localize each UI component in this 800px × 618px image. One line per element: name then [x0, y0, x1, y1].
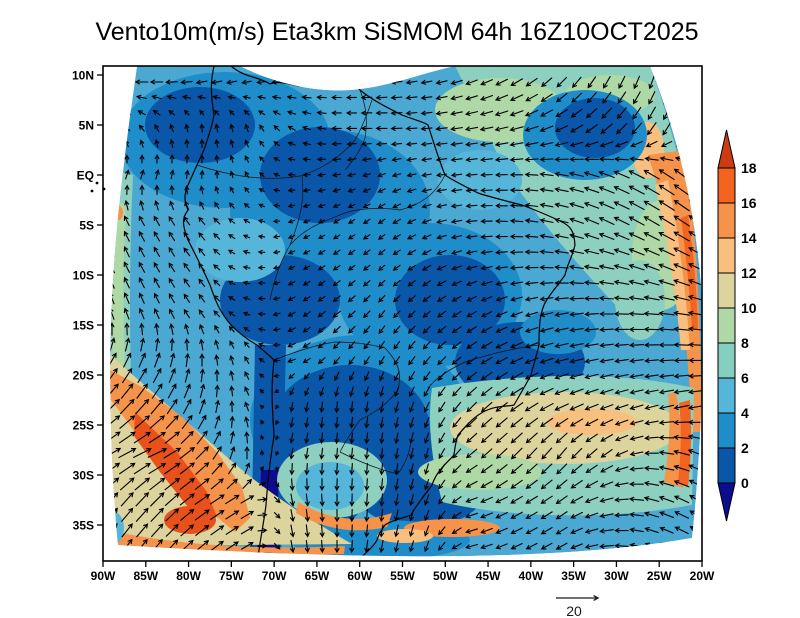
field-patch [134, 412, 217, 517]
country-border [273, 341, 400, 453]
field-patch [655, 180, 690, 350]
field-patch [395, 255, 505, 345]
colorbar-tick-label: 0 [741, 475, 749, 491]
x-tick-label: 65W [305, 569, 330, 583]
field-patch [296, 462, 364, 510]
x-tick-label: 60W [347, 569, 372, 583]
x-tick-label: 35W [561, 569, 586, 583]
colorbar-segment [717, 202, 736, 239]
colorbar-tick-label: 16 [741, 195, 757, 211]
colorbar-tick-label: 8 [741, 335, 749, 351]
colorbar-segment [717, 307, 736, 344]
y-tick-label: 10S [73, 269, 94, 283]
field-patch [377, 529, 433, 543]
y-tick-label: 35S [73, 519, 94, 533]
country-border [339, 439, 412, 475]
x-tick-label: 20W [690, 569, 715, 583]
country-border [196, 99, 373, 179]
x-tick-label: 85W [133, 569, 158, 583]
colorbar-segment [717, 237, 736, 274]
field-patch [418, 454, 542, 490]
y-tick-label: 20S [73, 369, 94, 383]
colorbar-tick-label: 4 [741, 405, 749, 421]
colorbar-over-arrow [717, 129, 736, 169]
x-tick-label: 90W [91, 569, 116, 583]
wind-speed-shaded-field [110, 66, 703, 557]
y-tick-label: 10N [72, 69, 94, 83]
y-tick-label: 30S [73, 469, 94, 483]
colorbar-segment [717, 447, 736, 484]
field-patch [615, 260, 665, 340]
reference-vector-arrow-icon [556, 595, 600, 601]
x-tick-label: 70W [262, 569, 287, 583]
colorbar-segment [717, 342, 736, 379]
colorbar-tick-label: 6 [741, 370, 749, 386]
coastlines-and-borders [182, 66, 576, 557]
field-patch [110, 370, 250, 532]
colorbar-tick-label: 14 [741, 230, 757, 246]
longitude-axis: 90W 85W 80W 75W 70W 65W 60W 55W 50W 45W 40W 35W 30W 2… [91, 561, 715, 583]
x-tick-label: 45W [476, 569, 501, 583]
colorbar-tick-label: 10 [741, 300, 757, 316]
plot-title: Vento10m(m/s) Eta3km SiSMOM 64h 16Z10OCT… [95, 18, 698, 46]
island-dot [90, 189, 94, 193]
colorbar-segment [717, 412, 736, 449]
x-tick-label: 75W [219, 569, 244, 583]
x-tick-label: 80W [176, 569, 201, 583]
colorbar-segment [717, 377, 736, 414]
y-tick-label: EQ [77, 169, 94, 183]
colorbar-segment [717, 167, 736, 204]
field-patch [681, 215, 698, 330]
x-tick-label: 30W [604, 569, 629, 583]
x-tick-label: 55W [390, 569, 415, 583]
country-border [344, 89, 367, 171]
field-patch [664, 392, 684, 488]
x-tick-label: 25W [647, 569, 672, 583]
x-tick-label: 40W [519, 569, 544, 583]
field-patch [115, 206, 123, 220]
wind-speed-colorbar: 0 2 4 6 8 10 12 14 16 18 [717, 129, 757, 522]
field-patch [195, 218, 285, 282]
island-dot [95, 181, 99, 185]
y-tick-label: 25S [73, 419, 94, 433]
colorbar-tick-label: 18 [741, 160, 757, 176]
reference-vector: 20 [556, 595, 600, 618]
colorbar-segment [717, 272, 736, 309]
colorbar-tick-label: 2 [741, 440, 749, 456]
colorbar-under-arrow [717, 482, 736, 522]
reference-vector-label: 20 [566, 603, 582, 618]
field-patch [438, 150, 522, 210]
y-tick-label: 5S [79, 219, 94, 233]
country-border [427, 344, 540, 389]
latitude-axis: 10N 5N EQ 5S 10S 15S 20S 25S 30S 35S [72, 69, 103, 533]
colorbar-tick-label: 12 [741, 265, 757, 281]
field-patch [110, 355, 352, 546]
field-patch [555, 98, 635, 158]
y-tick-label: 15S [73, 319, 94, 333]
y-tick-label: 5N [79, 119, 94, 133]
x-tick-label: 50W [433, 569, 458, 583]
coastline [182, 66, 275, 557]
field-patch [296, 502, 392, 531]
